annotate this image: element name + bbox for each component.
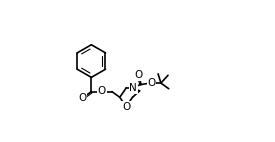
Text: O: O bbox=[122, 102, 130, 111]
Text: O: O bbox=[79, 93, 87, 103]
Text: O: O bbox=[135, 70, 143, 80]
Text: O: O bbox=[98, 86, 106, 96]
Text: N: N bbox=[129, 83, 137, 93]
Text: O: O bbox=[148, 78, 156, 88]
